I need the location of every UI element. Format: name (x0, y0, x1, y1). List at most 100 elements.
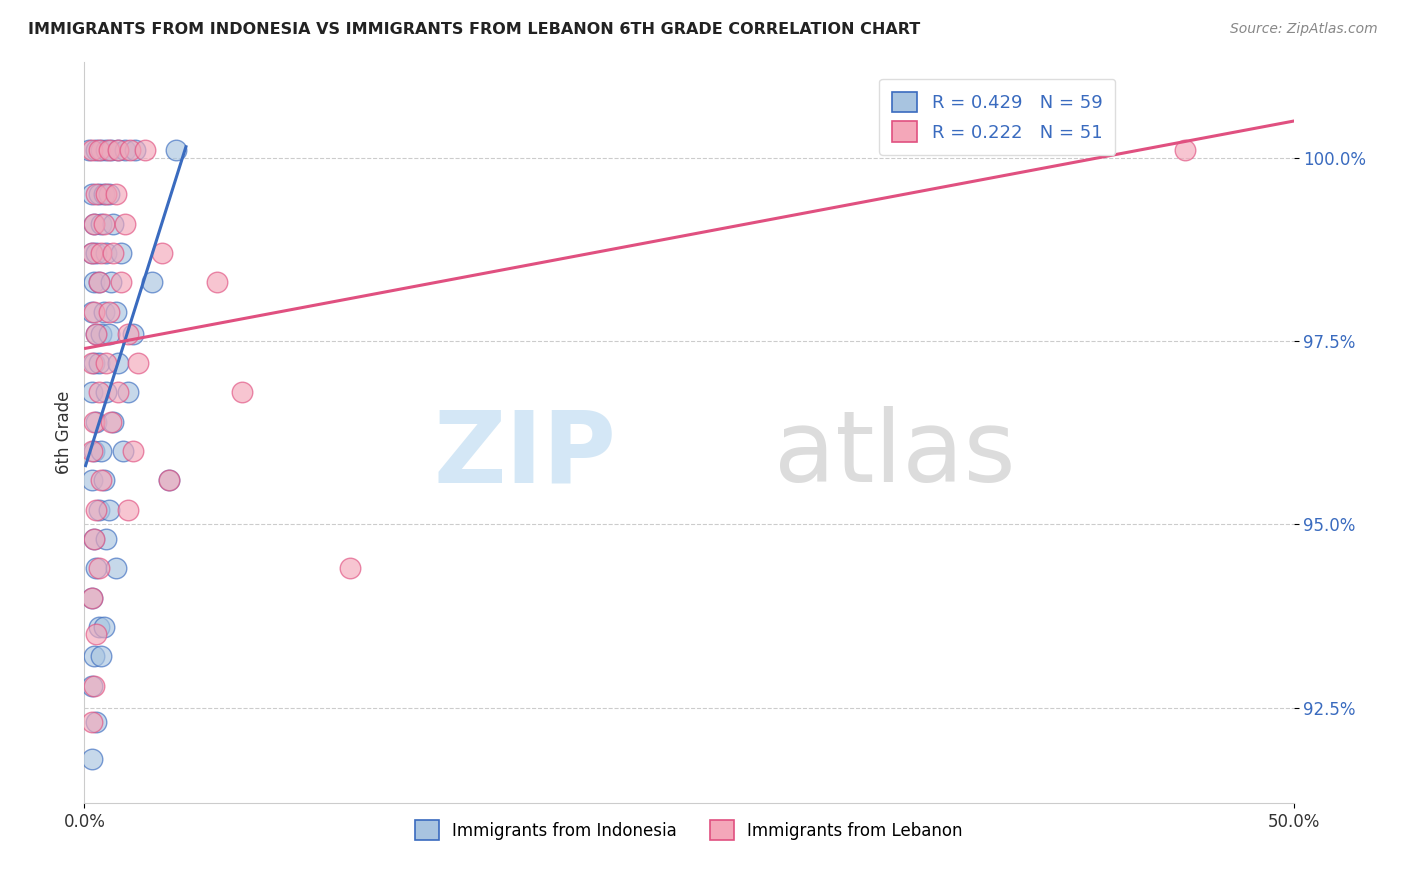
Point (1174, 144, 1197, 158)
Point (90, 326, 112, 341)
Point (87, 385, 110, 400)
Point (97, 144, 120, 158)
Point (83, 444, 105, 458)
Point (80, 473, 103, 487)
Point (93, 620, 115, 634)
Text: Source: ZipAtlas.com: Source: ZipAtlas.com (1230, 22, 1378, 37)
Point (90, 473, 112, 487)
Point (77, 144, 100, 158)
Point (86, 715, 108, 730)
Point (114, 217, 136, 231)
Point (150, 246, 173, 260)
Point (93, 304, 115, 318)
Point (117, 326, 139, 341)
Point (86, 187, 108, 202)
Point (80, 591, 103, 605)
Point (117, 502, 139, 516)
Text: ZIP: ZIP (433, 407, 616, 503)
Point (83, 415, 105, 429)
Point (86, 627, 108, 641)
Point (80, 356, 103, 370)
Point (80, 246, 103, 260)
Point (124, 144, 146, 158)
Point (165, 144, 187, 158)
Point (80, 304, 103, 318)
Point (93, 187, 115, 202)
Point (339, 561, 361, 575)
Point (87, 502, 110, 516)
Point (80, 752, 103, 766)
Point (80, 591, 103, 605)
Point (110, 246, 132, 260)
Point (87, 276, 110, 290)
Point (134, 144, 156, 158)
Point (110, 276, 132, 290)
Point (107, 356, 129, 370)
Point (97, 326, 120, 341)
Point (94, 385, 117, 400)
Point (83, 649, 105, 664)
Point (80, 715, 103, 730)
Point (90, 246, 112, 260)
Y-axis label: 6th Grade: 6th Grade (55, 391, 73, 475)
Point (83, 356, 105, 370)
Point (107, 144, 129, 158)
Point (87, 144, 110, 158)
Point (83, 304, 105, 318)
Point (94, 356, 117, 370)
Point (83, 217, 105, 231)
Point (86, 502, 108, 516)
Point (90, 144, 112, 158)
Point (80, 246, 103, 260)
Point (87, 356, 110, 370)
Text: atlas: atlas (773, 407, 1015, 503)
Point (80, 679, 103, 693)
Point (127, 356, 149, 370)
Point (86, 415, 108, 429)
Point (107, 144, 129, 158)
Point (90, 444, 112, 458)
Legend: Immigrants from Indonesia, Immigrants from Lebanon: Immigrants from Indonesia, Immigrants fr… (409, 814, 969, 847)
Point (97, 304, 120, 318)
Point (141, 276, 163, 290)
Point (107, 385, 129, 400)
Point (104, 187, 127, 202)
Point (86, 561, 108, 575)
Point (94, 532, 117, 546)
Point (94, 144, 117, 158)
Point (86, 326, 108, 341)
Point (90, 217, 112, 231)
Point (157, 473, 180, 487)
Point (117, 385, 139, 400)
Point (83, 532, 105, 546)
Point (80, 385, 103, 400)
Point (103, 246, 125, 260)
Point (97, 502, 120, 516)
Point (87, 187, 110, 202)
Point (121, 444, 143, 458)
Point (112, 444, 135, 458)
Point (104, 304, 127, 318)
Point (83, 276, 105, 290)
Point (83, 532, 105, 546)
Point (120, 144, 142, 158)
Point (100, 144, 122, 158)
Point (104, 561, 127, 575)
Point (94, 246, 117, 260)
Point (103, 217, 125, 231)
Point (103, 415, 125, 429)
Point (207, 276, 229, 290)
Point (100, 276, 122, 290)
Point (231, 385, 253, 400)
Point (87, 561, 110, 575)
Point (121, 326, 143, 341)
Point (80, 144, 103, 158)
Point (86, 246, 108, 260)
Point (114, 144, 136, 158)
Point (93, 473, 115, 487)
Text: IMMIGRANTS FROM INDONESIA VS IMMIGRANTS FROM LEBANON 6TH GRADE CORRELATION CHART: IMMIGRANTS FROM INDONESIA VS IMMIGRANTS … (28, 22, 921, 37)
Point (100, 415, 122, 429)
Point (83, 217, 105, 231)
Point (87, 620, 110, 634)
Point (94, 187, 117, 202)
